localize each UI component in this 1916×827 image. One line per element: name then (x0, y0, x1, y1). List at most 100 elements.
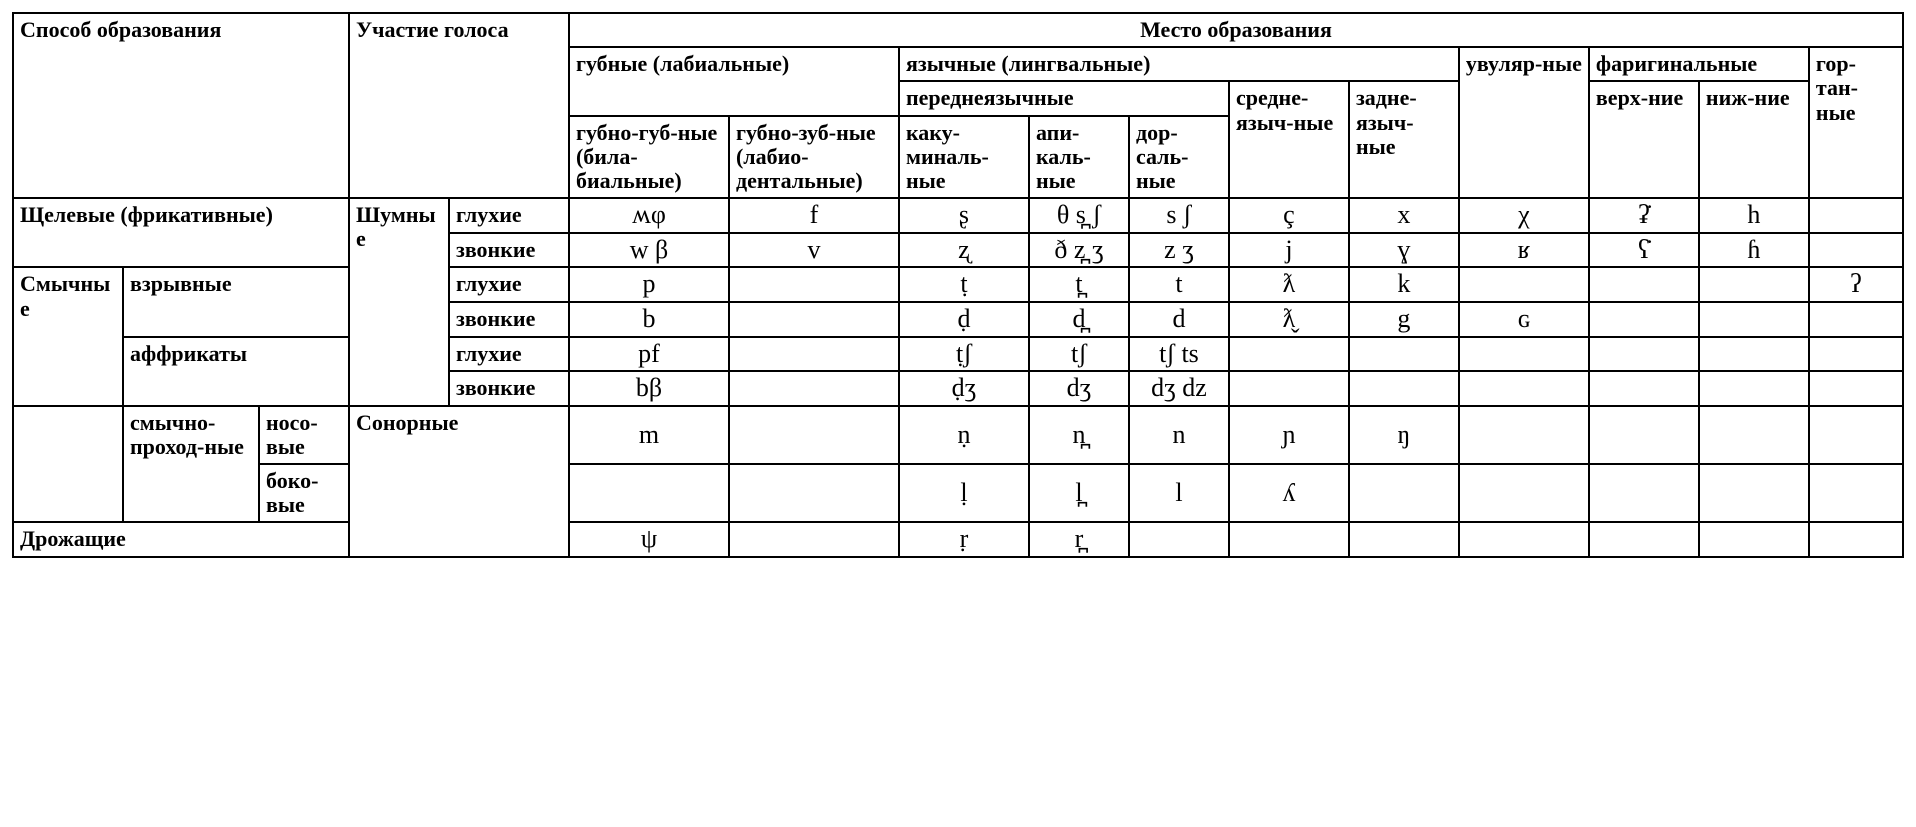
cell: t̪ (1029, 267, 1129, 302)
cell: d̪ (1029, 302, 1129, 337)
row-trill: Дрожащие ψ ṛ r̪ (13, 522, 1903, 557)
cell: ƛ̬ (1229, 302, 1349, 337)
cell (729, 464, 899, 522)
hdr-labial: губные (лабиальные) (569, 47, 899, 115)
cell: ʍφ (569, 198, 729, 233)
cell: p (569, 267, 729, 302)
cell (1699, 464, 1809, 522)
cell (1349, 371, 1459, 406)
cell (1589, 371, 1699, 406)
cell (729, 522, 899, 557)
cell (1459, 371, 1589, 406)
cell: χ (1459, 198, 1589, 233)
cell (1589, 302, 1699, 337)
cell: b (569, 302, 729, 337)
cell (1809, 464, 1903, 522)
lbl-sc-passage: смычно-проход-ные (123, 406, 259, 523)
row-aff-voiceless: аффрикаты глухие pf ṭʃ tʃ tʃ ts (13, 337, 1903, 372)
cell (1349, 522, 1459, 557)
cell (1459, 406, 1589, 464)
lbl-blank-1 (13, 406, 123, 523)
cell (1699, 371, 1809, 406)
cell (1589, 406, 1699, 464)
cell: n̪ (1029, 406, 1129, 464)
cell (1229, 337, 1349, 372)
row-fric-voiceless: Щелевые (фрикативные) Шумные глухие ʍφ f… (13, 198, 1903, 233)
cell: ʂ (899, 198, 1029, 233)
cell (1809, 371, 1903, 406)
hdr-uvular: увуляр-ные (1459, 47, 1589, 198)
cell (1459, 464, 1589, 522)
cell: s ʃ (1129, 198, 1229, 233)
hdr-method: Способ образования (13, 13, 349, 198)
cell: ḷ (899, 464, 1029, 522)
hdr-forelingual: переднеязычные (899, 81, 1229, 115)
cell: ɣ (1349, 233, 1459, 268)
cell: tʃ ts (1129, 337, 1229, 372)
consonant-table: Способ образования Участие голоса Место … (12, 12, 1904, 558)
cell: t (1129, 267, 1229, 302)
cell: ɢ (1459, 302, 1589, 337)
lbl-nasal: носо-вые (259, 406, 349, 464)
cell (729, 371, 899, 406)
cell: ṭʃ (899, 337, 1029, 372)
lbl-trills: Дрожащие (13, 522, 349, 557)
cell: ŋ (1349, 406, 1459, 464)
cell: ṭ (899, 267, 1029, 302)
cell (1589, 337, 1699, 372)
lbl-fricatives: Щелевые (фрикативные) (13, 198, 349, 267)
cell (1809, 337, 1903, 372)
row-plos-voiceless: Смычные взрывные глухие p ṭ t̪ t ƛ k ʔ (13, 267, 1903, 302)
hdr-place: Место образования (569, 13, 1903, 47)
cell (1809, 302, 1903, 337)
cell: n (1129, 406, 1229, 464)
cell: d (1129, 302, 1229, 337)
cell: ʡ̇ (1589, 198, 1699, 233)
hdr-dorsal: дор-саль-ные (1129, 116, 1229, 199)
cell (1809, 198, 1903, 233)
cell: k (1349, 267, 1459, 302)
hdr-backlingual: задне-языч-ные (1349, 81, 1459, 198)
cell (1459, 267, 1589, 302)
cell (1589, 267, 1699, 302)
cell: tʃ (1029, 337, 1129, 372)
cell (729, 302, 899, 337)
lbl-plosives: взрывные (123, 267, 349, 336)
cell (729, 337, 899, 372)
cell: bβ (569, 371, 729, 406)
cell: ḍ (899, 302, 1029, 337)
cell: r̪ (1029, 522, 1129, 557)
cell: dʒ dz (1129, 371, 1229, 406)
cell: ʁ (1459, 233, 1589, 268)
cell: ḍʒ (899, 371, 1029, 406)
cell (729, 406, 899, 464)
cell: g (1349, 302, 1459, 337)
cell (1809, 233, 1903, 268)
cell (1699, 406, 1809, 464)
lbl-obstruents: Шумные (349, 198, 449, 406)
lbl-voiced-2: звонкие (449, 302, 569, 337)
hdr-voice: Участие голоса (349, 13, 569, 198)
cell: ƛ (1229, 267, 1349, 302)
cell (1699, 522, 1809, 557)
cell (1349, 464, 1459, 522)
cell (1699, 302, 1809, 337)
lbl-voiced-3: звонкие (449, 371, 569, 406)
cell: j (1229, 233, 1349, 268)
cell (1809, 406, 1903, 464)
cell (1589, 464, 1699, 522)
lbl-voiceless-2: глухие (449, 267, 569, 302)
hdr-bilabial: губно-губ-ные (била-биальные) (569, 116, 729, 199)
cell: h (1699, 198, 1809, 233)
cell (1699, 267, 1809, 302)
cell: l (1129, 464, 1229, 522)
cell: ʎ (1229, 464, 1349, 522)
cell: w β (569, 233, 729, 268)
cell: z ʒ (1129, 233, 1229, 268)
lbl-affricates: аффрикаты (123, 337, 349, 406)
cell: pf (569, 337, 729, 372)
cell (1349, 337, 1459, 372)
hdr-lower: ниж-ние (1699, 81, 1809, 198)
cell: x (1349, 198, 1459, 233)
cell (1699, 337, 1809, 372)
